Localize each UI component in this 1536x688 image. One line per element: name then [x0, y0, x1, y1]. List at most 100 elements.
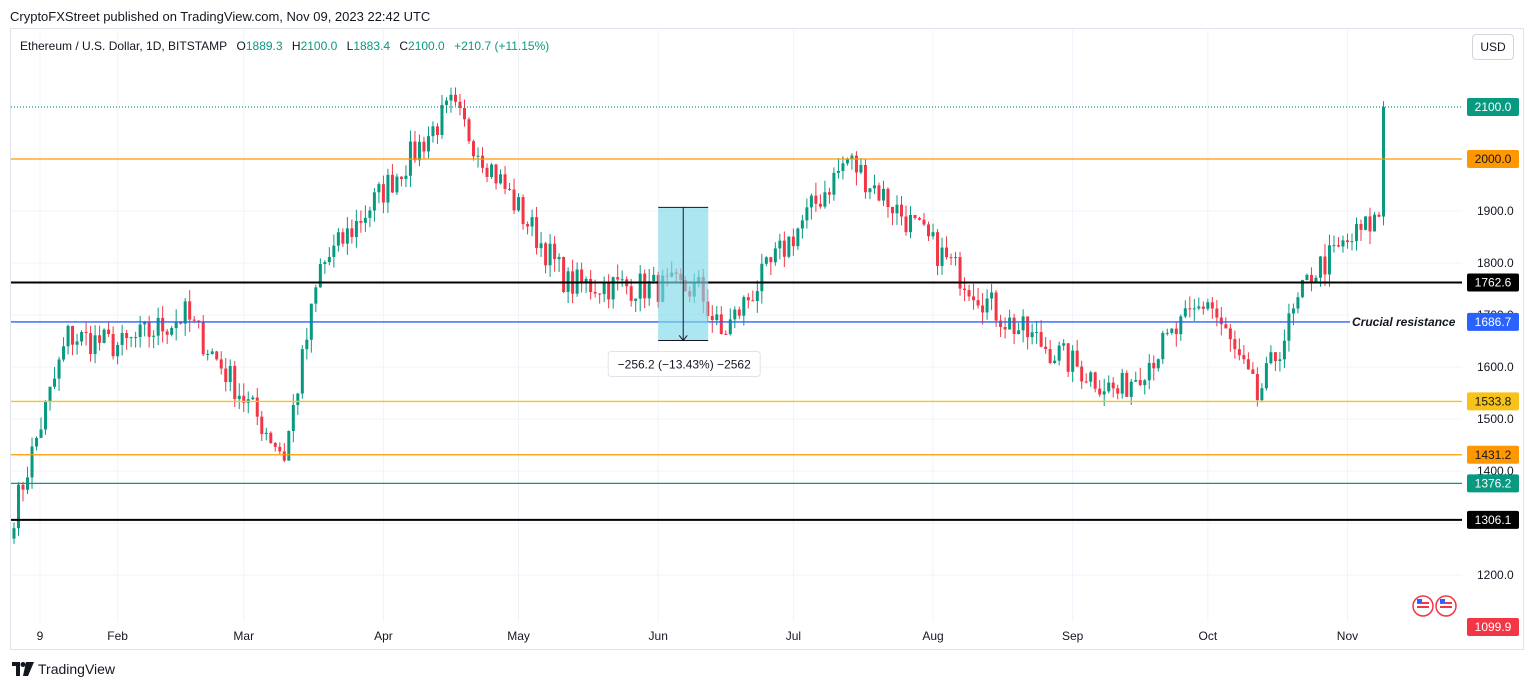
- candle-body[interactable]: [827, 192, 831, 195]
- candle-body[interactable]: [1354, 224, 1358, 242]
- candle-body[interactable]: [251, 397, 255, 400]
- currency-button[interactable]: USD: [1472, 34, 1514, 60]
- candle-body[interactable]: [1282, 340, 1286, 360]
- candle-body[interactable]: [300, 349, 304, 394]
- candle-body[interactable]: [215, 351, 219, 360]
- candle-body[interactable]: [490, 164, 494, 177]
- candle-body[interactable]: [1336, 245, 1340, 247]
- candle-body[interactable]: [931, 232, 935, 237]
- candle-body[interactable]: [48, 386, 52, 402]
- candle-body[interactable]: [269, 432, 273, 444]
- candle-body[interactable]: [453, 94, 457, 102]
- candle-body[interactable]: [949, 257, 953, 259]
- candle-body[interactable]: [381, 184, 385, 203]
- candle-body[interactable]: [1197, 306, 1201, 309]
- candle-body[interactable]: [1107, 382, 1111, 392]
- candle-body[interactable]: [305, 339, 309, 350]
- candle-body[interactable]: [773, 248, 777, 263]
- candle-body[interactable]: [147, 322, 151, 337]
- candle-body[interactable]: [1138, 380, 1142, 386]
- candle-body[interactable]: [57, 359, 61, 379]
- candle-body[interactable]: [1210, 302, 1214, 309]
- candle-body[interactable]: [841, 163, 845, 171]
- candle-body[interactable]: [719, 314, 723, 334]
- candle-body[interactable]: [472, 141, 476, 157]
- candle-body[interactable]: [89, 333, 93, 355]
- candle-body[interactable]: [1260, 388, 1264, 401]
- candle-body[interactable]: [1364, 216, 1367, 230]
- candle-body[interactable]: [426, 136, 430, 152]
- candle-body[interactable]: [652, 274, 656, 282]
- candle-body[interactable]: [1291, 308, 1295, 314]
- candle-body[interactable]: [30, 446, 34, 478]
- candle-body[interactable]: [161, 317, 165, 332]
- candle-body[interactable]: [1318, 256, 1322, 278]
- candle-body[interactable]: [165, 331, 169, 335]
- candle-body[interactable]: [1048, 349, 1052, 364]
- candle-body[interactable]: [98, 335, 102, 343]
- candle-body[interactable]: [1111, 382, 1115, 389]
- candle-body[interactable]: [1368, 216, 1372, 232]
- candle-body[interactable]: [764, 257, 768, 264]
- candle-body[interactable]: [922, 219, 926, 225]
- candle-body[interactable]: [152, 335, 156, 337]
- candle-body[interactable]: [1165, 332, 1169, 334]
- candle-body[interactable]: [1215, 308, 1219, 318]
- candle-body[interactable]: [1242, 355, 1246, 360]
- candle-body[interactable]: [80, 331, 84, 342]
- candle-body[interactable]: [499, 174, 503, 184]
- candle-body[interactable]: [972, 296, 976, 301]
- candle-body[interactable]: [224, 368, 228, 383]
- candle-body[interactable]: [737, 309, 741, 316]
- candle-body[interactable]: [174, 321, 178, 328]
- candle-body[interactable]: [111, 334, 115, 357]
- candle-body[interactable]: [449, 94, 453, 101]
- candle-body[interactable]: [1377, 214, 1381, 217]
- candle-body[interactable]: [787, 236, 791, 257]
- candle-body[interactable]: [1147, 362, 1151, 381]
- candle-body[interactable]: [1071, 350, 1075, 372]
- candle-body[interactable]: [994, 292, 998, 321]
- candle-body[interactable]: [1350, 241, 1354, 243]
- candle-body[interactable]: [535, 217, 539, 249]
- candle-body[interactable]: [823, 192, 827, 207]
- candle-body[interactable]: [530, 217, 534, 227]
- candle-body[interactable]: [485, 167, 489, 177]
- candle-body[interactable]: [233, 366, 237, 400]
- candle-body[interactable]: [890, 206, 894, 214]
- candle-body[interactable]: [1170, 328, 1174, 333]
- candle-body[interactable]: [589, 278, 593, 292]
- tradingview-footer[interactable]: TradingView: [12, 661, 115, 677]
- symbol-name[interactable]: Ethereum / U.S. Dollar, 1D, BITSTAMP: [20, 39, 228, 53]
- candle-body[interactable]: [1188, 308, 1192, 310]
- candle-body[interactable]: [399, 176, 403, 179]
- candle-body[interactable]: [778, 240, 782, 249]
- candle-body[interactable]: [1053, 360, 1057, 364]
- candle-body[interactable]: [156, 317, 160, 336]
- candle-body[interactable]: [850, 155, 854, 159]
- candle-body[interactable]: [629, 286, 633, 301]
- candle-body[interactable]: [584, 278, 588, 283]
- candle-body[interactable]: [1323, 256, 1327, 275]
- candle-body[interactable]: [1300, 279, 1304, 298]
- candle-body[interactable]: [818, 203, 822, 207]
- candle-body[interactable]: [963, 288, 967, 291]
- candle-body[interactable]: [990, 292, 994, 299]
- candle-body[interactable]: [481, 155, 485, 168]
- candle-body[interactable]: [805, 207, 809, 221]
- candle-body[interactable]: [458, 101, 462, 108]
- candle-body[interactable]: [562, 257, 566, 292]
- candle-body[interactable]: [602, 283, 606, 295]
- candle-body[interactable]: [1143, 380, 1147, 386]
- candle-body[interactable]: [264, 432, 268, 434]
- candle-body[interactable]: [760, 263, 764, 292]
- candle-body[interactable]: [1098, 388, 1102, 395]
- candle-body[interactable]: [981, 305, 985, 313]
- candle-body[interactable]: [201, 322, 205, 355]
- candle-body[interactable]: [75, 341, 79, 345]
- candle-body[interactable]: [435, 126, 439, 135]
- candle-body[interactable]: [1341, 240, 1345, 247]
- candle-body[interactable]: [476, 155, 480, 157]
- candle-body[interactable]: [1012, 317, 1016, 335]
- candle-body[interactable]: [228, 366, 232, 383]
